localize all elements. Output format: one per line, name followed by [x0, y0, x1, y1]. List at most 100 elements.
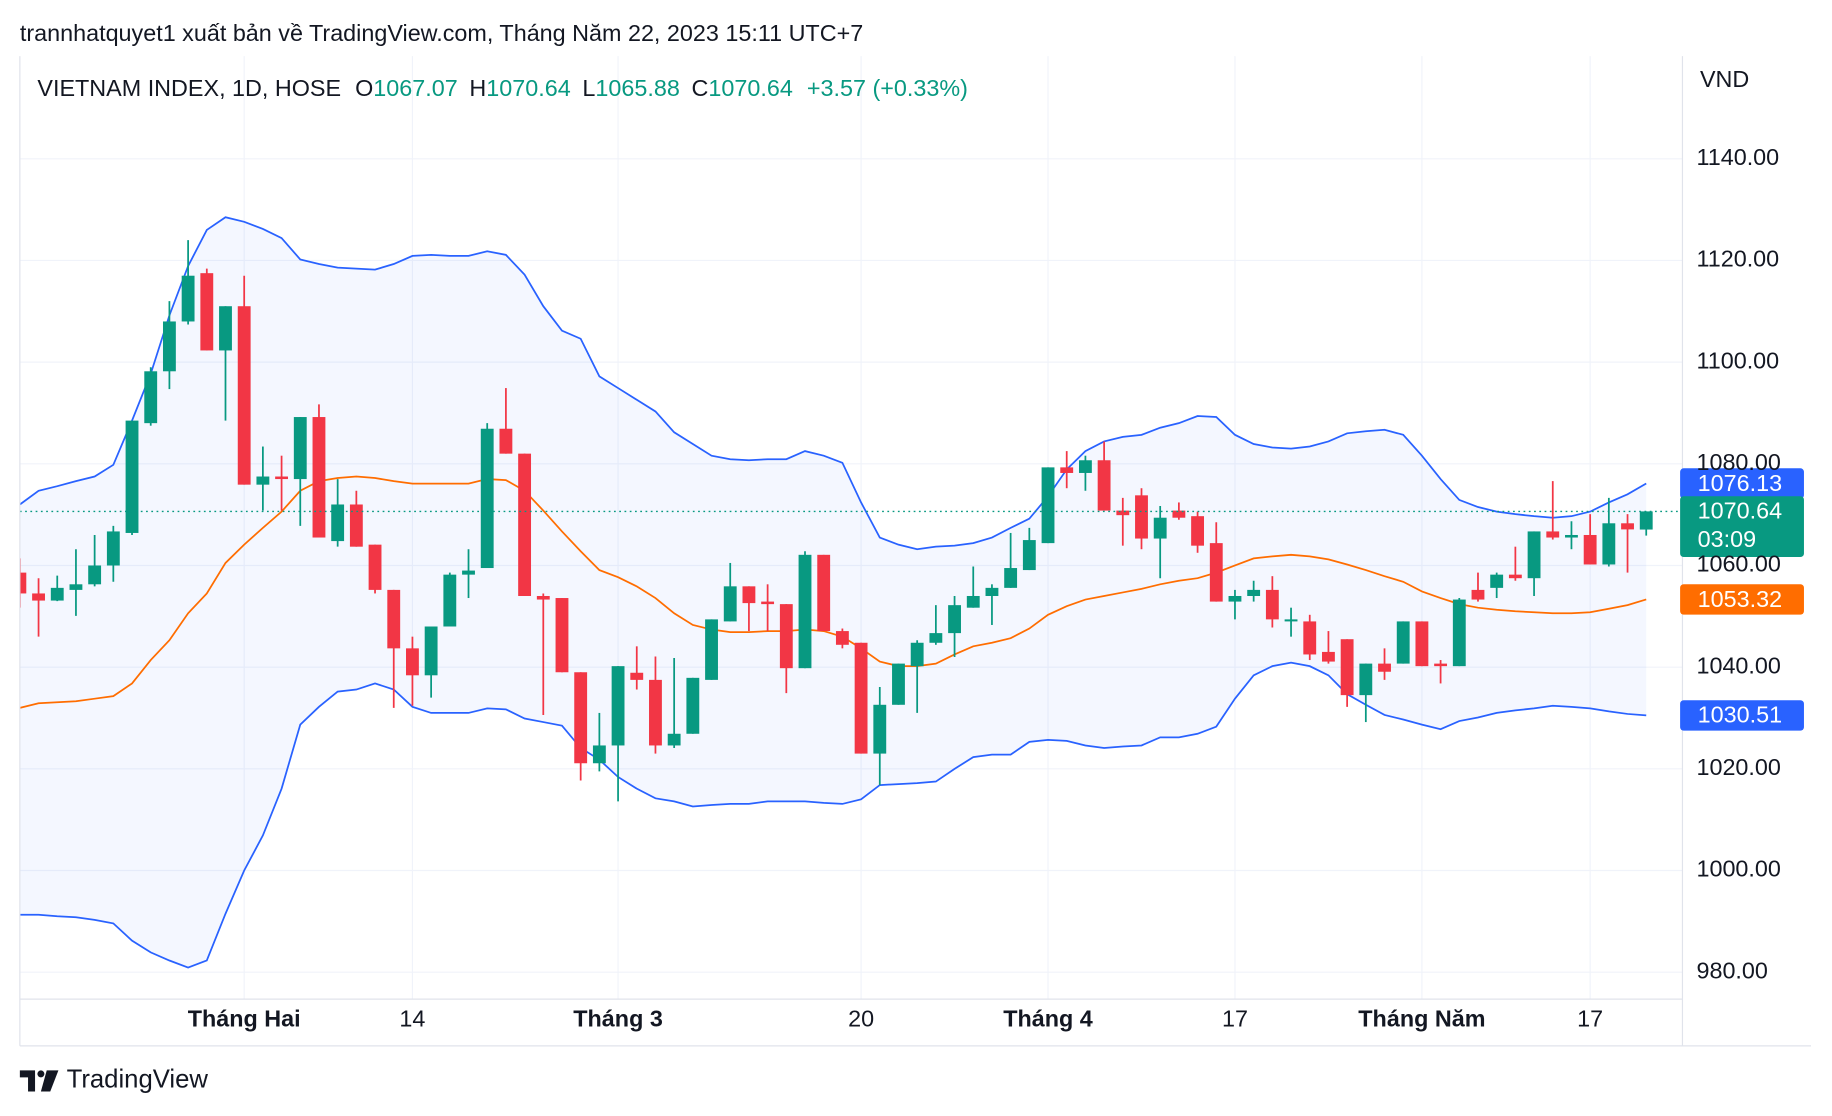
- candle-body: [480, 428, 494, 569]
- band-line: [19, 475, 1647, 709]
- currency: VND: [1700, 66, 1749, 92]
- candle-body: [219, 306, 232, 351]
- candle-body: [929, 633, 943, 643]
- candle-body: [1209, 543, 1223, 602]
- symbol: VIETNAM INDEX, 1D, HOSE: [37, 75, 341, 101]
- candle-body: [1172, 510, 1186, 518]
- candle-body: [312, 417, 326, 538]
- candle-body: [1022, 540, 1036, 571]
- candle-body: [1191, 516, 1205, 546]
- candle-body: [1471, 589, 1485, 600]
- x-tick-label: 17: [1577, 1005, 1603, 1031]
- candle-body: [50, 587, 64, 601]
- candle-body: [19, 572, 27, 594]
- candle-body: [518, 453, 532, 596]
- legend: VIETNAM INDEX, 1D, HOSE O1067.07 H1070.64 L…: [37, 75, 968, 101]
- candle-body: [966, 595, 980, 608]
- candle-body: [69, 584, 83, 590]
- candle-body: [592, 745, 606, 764]
- price-badge-label: 1076.13: [1698, 470, 1782, 496]
- candle-body: [1639, 511, 1653, 530]
- countdown: 03:09: [1698, 526, 1756, 552]
- candle-body: [387, 589, 401, 649]
- candle-body: [424, 626, 438, 676]
- candle-body: [1621, 523, 1634, 530]
- candle-body: [1322, 651, 1335, 662]
- candle-body: [1359, 663, 1373, 696]
- price-badge-label: 1030.51: [1698, 702, 1782, 728]
- candle-body: [1060, 467, 1074, 473]
- candle-body: [349, 504, 363, 547]
- x-tick-label: Tháng Hai: [188, 1005, 301, 1031]
- candle-body: [555, 598, 569, 673]
- candle-body: [368, 544, 382, 590]
- candle-body: [1284, 619, 1298, 622]
- publisher-line: trannhatquyet1 xuất bản về TradingView.c…: [20, 20, 863, 46]
- candle-body: [1508, 574, 1522, 579]
- candle-body: [406, 648, 419, 676]
- candle-body: [835, 631, 849, 645]
- band-line: [19, 661, 1647, 969]
- candle-body: [1004, 568, 1018, 588]
- y-tick-label: 1040.00: [1696, 652, 1780, 678]
- candle-body: [200, 273, 214, 351]
- candle-body: [873, 704, 887, 754]
- candle-body: [1135, 495, 1148, 539]
- candle-body: [1116, 510, 1130, 516]
- close-label: C: [692, 75, 709, 101]
- candle-body: [275, 476, 289, 480]
- x-tick-label: 14: [399, 1005, 425, 1031]
- x-tick-label: 17: [1222, 1005, 1248, 1031]
- high-label: H: [469, 75, 486, 101]
- candle-body: [1396, 621, 1410, 664]
- y-tick-label: 1140.00: [1696, 144, 1779, 170]
- plot: [19, 216, 1683, 969]
- candle-body: [237, 306, 251, 485]
- candle-body: [742, 586, 756, 604]
- price-badge: [1680, 584, 1804, 615]
- candle-body: [1583, 534, 1597, 565]
- candle-body: [705, 619, 718, 680]
- candle-body: [798, 554, 812, 669]
- candle-body: [1340, 639, 1354, 696]
- candle-body: [1452, 599, 1466, 667]
- candle-body: [1228, 595, 1242, 602]
- candle-body: [723, 586, 737, 622]
- candle-body: [1602, 523, 1616, 565]
- candle-body: [985, 587, 999, 596]
- low-label: L: [582, 75, 595, 101]
- y-tick-label: 1080.00: [1696, 449, 1780, 475]
- brand-name: TradingView: [67, 1066, 209, 1094]
- grid: [19, 56, 1683, 1000]
- candle-body: [1153, 517, 1167, 539]
- y-tick-label: 1120.00: [1696, 246, 1779, 272]
- candle-body: [1490, 574, 1504, 588]
- x-tick-label: Tháng Năm: [1358, 1005, 1485, 1031]
- candle-body: [331, 504, 345, 542]
- logo-dot: [37, 1070, 45, 1078]
- x-tick-label: Tháng 3: [573, 1005, 663, 1031]
- candle-body: [1265, 589, 1279, 620]
- band-fill: [19, 217, 1647, 968]
- candle-body: [630, 672, 644, 680]
- candle-body: [817, 554, 831, 632]
- y-tick-label: 980.00: [1696, 957, 1767, 983]
- logo-mark: [40, 1070, 59, 1092]
- candle-body: [293, 417, 307, 480]
- candle-body: [256, 476, 270, 485]
- candle-body: [1415, 621, 1429, 667]
- candle-body: [1303, 621, 1317, 655]
- close-value: 1070.64: [708, 75, 792, 101]
- high-value: 1070.64: [486, 75, 570, 101]
- candle-body: [649, 679, 662, 746]
- candle-body: [32, 593, 45, 601]
- price-badge: [1680, 496, 1804, 557]
- x-tick-label: Tháng 4: [1003, 1005, 1093, 1031]
- candle-body: [910, 642, 924, 667]
- brand-logo: [19, 1070, 59, 1092]
- candle-body: [443, 574, 457, 627]
- y-tick-label: 1100.00: [1696, 347, 1779, 373]
- low-value: 1065.88: [595, 75, 679, 101]
- candle-body: [1041, 467, 1055, 544]
